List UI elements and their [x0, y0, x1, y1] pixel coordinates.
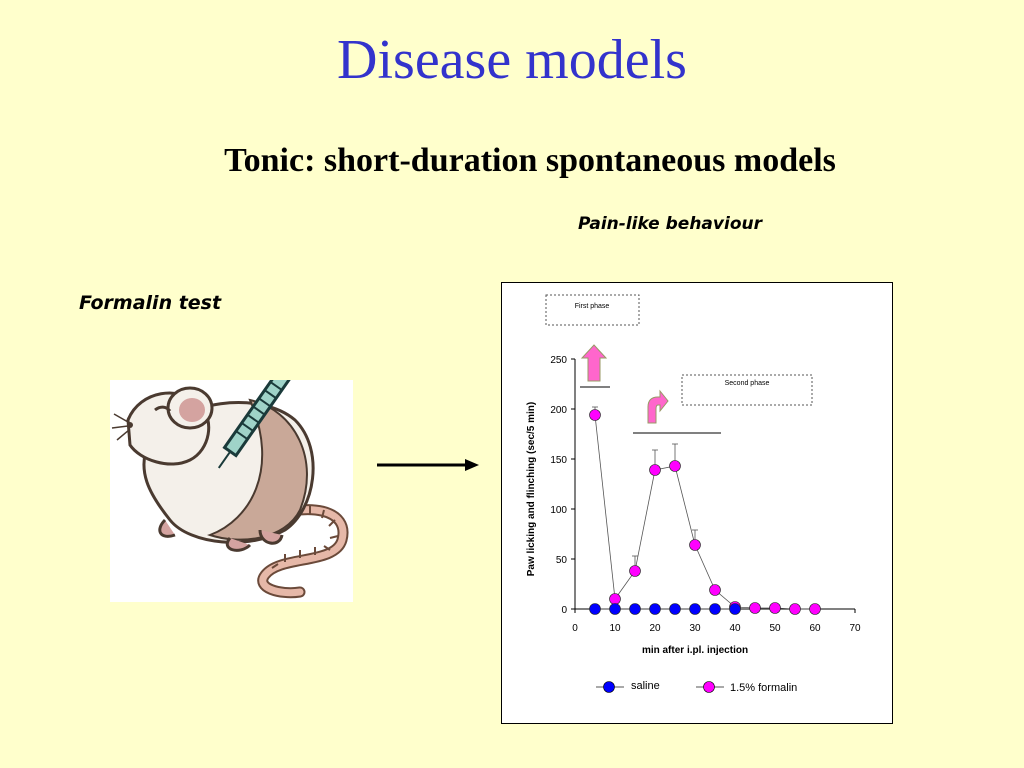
data-point-saline [689, 603, 701, 615]
data-point-formalin [709, 584, 721, 596]
y-axis-label: Paw licking and flinching (sec/5 min) [526, 402, 537, 576]
mouse-illustration [110, 367, 353, 602]
x-tick-label: 60 [809, 623, 821, 634]
legend-formalin-marker [703, 681, 715, 693]
chart-svg: First phase Second phase 050100150200250… [526, 294, 861, 694]
data-point-saline [729, 603, 741, 615]
first-phase-arrow-icon [580, 344, 608, 382]
slide-subtitle: Tonic: short-duration spontaneous models [224, 142, 836, 179]
data-point-formalin [769, 602, 781, 614]
slide-title: Disease models [337, 29, 687, 91]
formalin-test-label: Formalin test [79, 292, 222, 314]
data-point-formalin [629, 565, 641, 577]
data-point-saline [669, 603, 681, 615]
data-point-saline [629, 603, 641, 615]
chart-legend: saline 1.5% formalin [596, 680, 797, 694]
second-phase-box [681, 374, 813, 406]
x-tick-label: 70 [849, 623, 861, 634]
y-tick-label: 50 [556, 555, 568, 566]
y-tick-label: 150 [550, 455, 567, 466]
x-tick-label: 10 [609, 623, 621, 634]
y-tick-label: 200 [550, 405, 567, 416]
first-phase-box [545, 294, 640, 326]
y-tick-label: 250 [550, 355, 567, 366]
series-line-formalin [594, 414, 815, 610]
data-point-formalin [749, 602, 761, 614]
second-phase-label: Second phase [725, 380, 770, 387]
data-point-formalin [589, 409, 601, 421]
legend-saline-label: saline [631, 680, 660, 692]
data-point-formalin [669, 460, 681, 472]
y-tick-label: 0 [561, 605, 567, 616]
data-point-formalin [809, 603, 821, 615]
data-point-formalin [609, 593, 621, 605]
data-point-saline [589, 603, 601, 615]
legend-formalin-label: 1.5% formalin [730, 682, 797, 694]
data-point-saline [609, 603, 621, 615]
x-tick-label: 40 [729, 623, 741, 634]
data-point-formalin [689, 539, 701, 551]
x-tick-label: 20 [649, 623, 661, 634]
first-phase-label: First phase [575, 303, 610, 310]
data-point-formalin [789, 603, 801, 615]
x-tick-label: 0 [572, 623, 578, 634]
right-arrow-icon [375, 455, 485, 480]
x-axis-label: min after i.pl. injection [642, 645, 748, 656]
y-tick-label: 100 [550, 505, 567, 516]
data-point-saline [649, 603, 661, 615]
legend-saline-marker [603, 681, 615, 693]
data-point-formalin [649, 464, 661, 476]
pain-behaviour-label: Pain-like behaviour [578, 214, 762, 234]
second-phase-arrow-icon [647, 389, 669, 424]
x-tick-label: 30 [689, 623, 701, 634]
mouse-injection-icon [111, 367, 349, 599]
x-tick-label: 50 [769, 623, 781, 634]
formalin-chart: First phase Second phase 0 50 100 150 200 250… [501, 282, 893, 724]
data-point-saline [709, 603, 721, 615]
